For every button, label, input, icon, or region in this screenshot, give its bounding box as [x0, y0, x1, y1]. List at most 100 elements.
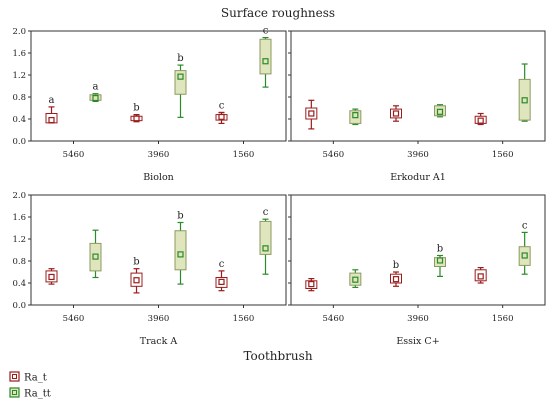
- box-body: [174, 230, 187, 271]
- box-body: [89, 242, 102, 272]
- median-marker: [392, 276, 400, 283]
- x-axis-title: Toothbrush: [243, 349, 312, 363]
- panel-track-a: 0.0 0.4 0.8 1.2 1.6 2.0 5460 3960 1560 Track A b b c…: [12, 191, 287, 347]
- median-marker: [308, 281, 315, 288]
- x-tick-label: 5460: [323, 314, 345, 324]
- box-ra-t-1560: c: [215, 259, 228, 292]
- legend-swatch: [9, 371, 20, 382]
- box-ra-t-1560: c: [215, 100, 228, 125]
- median-marker: [436, 257, 444, 264]
- y-tick-label: 0.0: [12, 137, 26, 147]
- significance-letter: c: [219, 100, 225, 111]
- legend-swatch-marker: [12, 390, 17, 395]
- box-ra-tt-1560: c: [259, 26, 272, 88]
- significance-letter: a: [93, 82, 99, 93]
- significance-letter: b: [133, 257, 139, 268]
- panel-frame: [30, 30, 287, 142]
- panel-frame: [290, 194, 546, 306]
- box-ra-t-3960: b: [390, 260, 402, 287]
- x-tick-label: 3960: [407, 314, 429, 324]
- median-marker: [352, 276, 359, 283]
- legend-item-ra-t: Ra_t: [9, 371, 47, 384]
- significance-letter: b: [177, 211, 183, 222]
- median-marker: [521, 252, 528, 259]
- x-tick-label: 3960: [148, 150, 170, 160]
- box-body: [259, 220, 272, 255]
- panel-label: Essix C+: [396, 336, 439, 347]
- y-tick-label: 1.6: [12, 49, 26, 59]
- box-ra-t-3960: b: [130, 103, 143, 123]
- significance-letter: c: [219, 259, 225, 270]
- box-ra-tt-1560: c: [259, 207, 272, 275]
- legend-swatch: [9, 387, 20, 398]
- box-body: [45, 270, 58, 283]
- box-body: [130, 115, 143, 122]
- median-marker: [133, 115, 140, 122]
- box-ra-tt-3960: b: [174, 53, 187, 118]
- median-marker: [177, 251, 184, 258]
- median-marker: [262, 58, 269, 65]
- panel-frame: [290, 30, 546, 142]
- box-ra-t-5460: [305, 99, 318, 130]
- x-tick-label: 5460: [323, 150, 345, 160]
- median-marker: [218, 113, 225, 120]
- median-marker: [521, 97, 528, 104]
- significance-letter: a: [49, 95, 55, 106]
- box-ra-t-1560: [474, 112, 487, 126]
- box-ra-tt-5460: [349, 269, 362, 288]
- median-marker: [262, 245, 269, 252]
- y-tick-label: 1.2: [12, 71, 26, 81]
- median-marker: [48, 273, 55, 281]
- box-ra-tt-3960: [434, 104, 446, 118]
- box-ra-tt-5460: [349, 108, 362, 126]
- median-marker: [218, 278, 225, 285]
- significance-letter: c: [263, 26, 269, 37]
- box-body: [305, 107, 318, 120]
- box-body: [390, 108, 402, 119]
- median-marker: [392, 110, 400, 117]
- box-body: [518, 78, 531, 121]
- box-body: [474, 269, 487, 282]
- significance-letter: b: [133, 103, 139, 114]
- box-ra-t-3960: [390, 105, 402, 122]
- panel-essix-c: 5460 3960 1560 Essix C+ b b c: [288, 194, 546, 347]
- box-body: [349, 272, 362, 286]
- box-body: [518, 246, 531, 266]
- legend-swatch-marker: [12, 374, 17, 379]
- y-tick-label: 1.6: [12, 213, 26, 223]
- significance-letter: c: [522, 220, 528, 231]
- median-marker: [48, 116, 55, 124]
- box-ra-tt-3960: b: [174, 211, 187, 285]
- panel-erkodur-a1: 5460 3960 1560 Erkodur A1: [288, 30, 546, 183]
- y-tick-label: 0.8: [12, 93, 26, 103]
- x-tick-label: 5460: [63, 314, 85, 324]
- panel-label: Track A: [140, 336, 178, 347]
- y-tick-label: 1.2: [12, 235, 26, 245]
- median-marker: [177, 73, 184, 80]
- significance-letter: b: [437, 244, 443, 255]
- panel-frame: [30, 194, 287, 306]
- y-tick-label: 0.4: [12, 115, 26, 125]
- box-ra-t-3960: b: [130, 257, 143, 294]
- panel-biolon: 0.0 0.4 0.8 1.2 1.6 2.0 5460 3960 1560 Biolon a a b b…: [12, 26, 287, 183]
- median-marker: [477, 117, 484, 124]
- box-ra-t-5460: [305, 278, 318, 292]
- x-tick-label: 3960: [148, 314, 170, 324]
- median-marker: [92, 94, 99, 102]
- box-ra-tt-3960: b: [434, 244, 446, 277]
- x-tick-label: 1560: [233, 150, 255, 160]
- panel-label: Biolon: [143, 172, 174, 183]
- box-body: [174, 70, 187, 95]
- legend-item-ra-tt: Ra_tt: [9, 387, 51, 400]
- median-marker: [133, 277, 140, 284]
- panel-label: Erkodur A1: [390, 172, 446, 183]
- box-ra-t-1560: [474, 267, 487, 284]
- y-tick-label: 2.0: [12, 191, 26, 201]
- y-tick-label: 2.0: [12, 27, 26, 37]
- box-ra-t-5460: [45, 268, 58, 285]
- x-tick-label: 1560: [233, 314, 255, 324]
- x-tick-label: 1560: [492, 314, 514, 324]
- chart-title: Surface roughness: [221, 6, 335, 20]
- x-tick-label: 5460: [63, 150, 85, 160]
